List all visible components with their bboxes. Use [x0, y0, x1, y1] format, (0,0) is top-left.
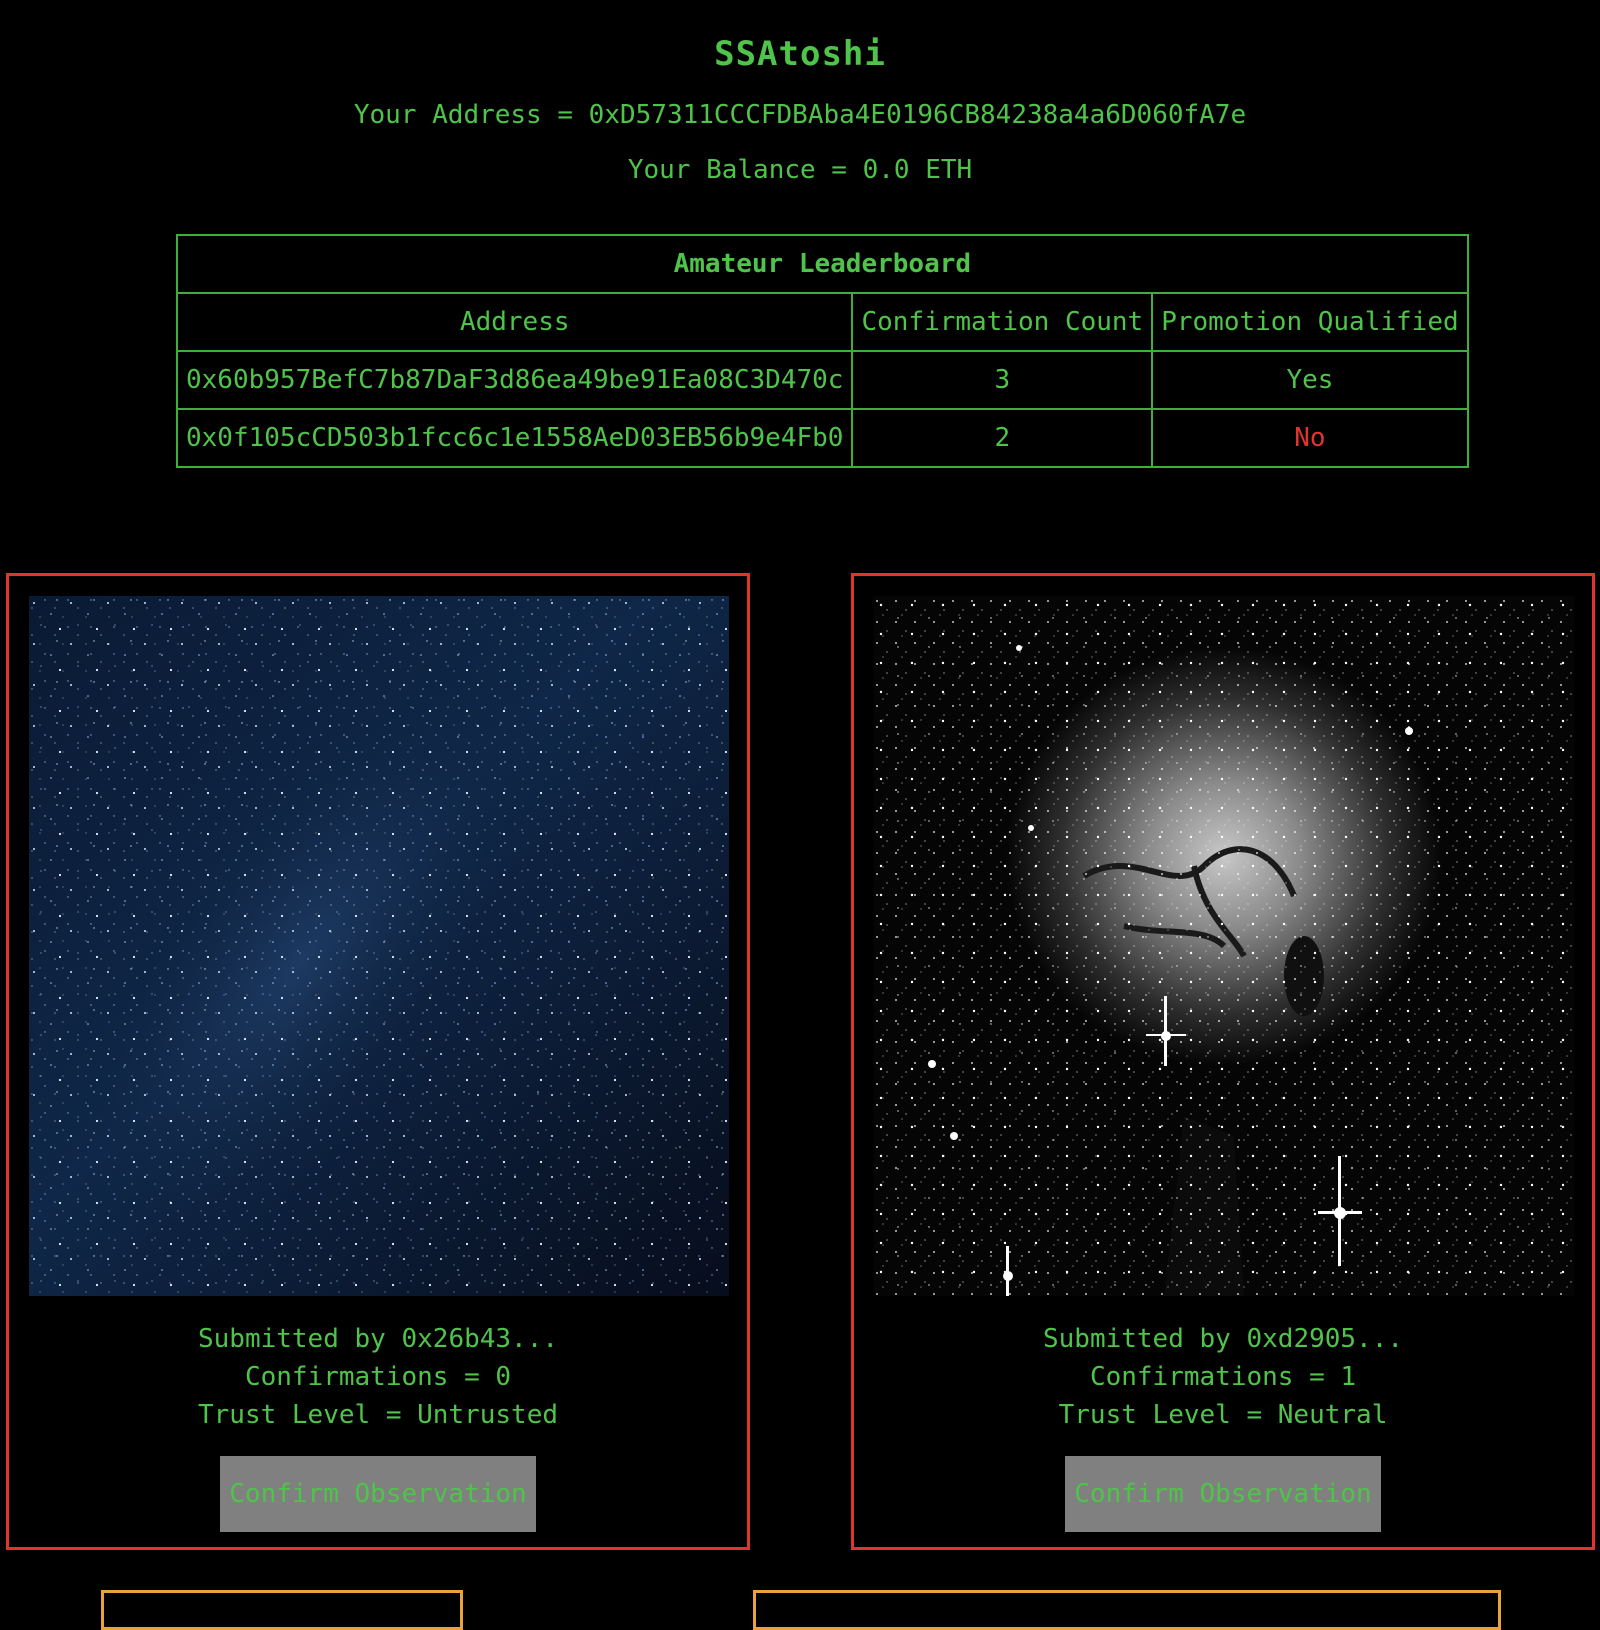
your-balance: Your Balance = 0.0 ETH	[627, 155, 973, 185]
submitted-by: Submitted by 0xd2905...	[1042, 1324, 1404, 1354]
table-row: 0x60b957BefC7b87DaF3d86ea49be91Ea08C3D47…	[175, 350, 1469, 410]
leaderboard-caption: Amateur Leaderboard	[176, 234, 1469, 294]
observation-card: Submitted by 0x26b43... Confirmations = …	[6, 573, 750, 1550]
row-confirmation-count: 3	[851, 350, 1154, 410]
nebula-grayscale-photo	[874, 596, 1574, 1296]
confirm-observation-button[interactable]: Confirm Observation	[220, 1456, 536, 1532]
trust-level: Trust Level = Untrusted	[197, 1400, 559, 1430]
confirmations-count: Confirmations = 1	[1089, 1362, 1357, 1392]
amateur-leaderboard: Amateur Leaderboard Address Confirmation…	[175, 234, 1469, 468]
your-address: Your Address = 0xD57311CCCFDBAba4E0196CB…	[353, 100, 1247, 130]
confirmations-count: Confirmations = 0	[244, 1362, 512, 1392]
row-confirmation-count: 2	[851, 408, 1154, 468]
column-header-confirmation-count: Confirmation Count	[851, 292, 1154, 352]
next-card-left	[101, 1590, 463, 1630]
row-address: 0x0f105cCD503b1fcc6c1e1558AeD03EB56b9e4F…	[175, 408, 854, 468]
observation-card: Submitted by 0xd2905... Confirmations = …	[851, 573, 1595, 1550]
row-promotion-qualified: Yes	[1151, 350, 1469, 410]
trust-level: Trust Level = Neutral	[1058, 1400, 1388, 1430]
leaderboard-caption-row: Amateur Leaderboard	[176, 234, 1469, 294]
row-address: 0x60b957BefC7b87DaF3d86ea49be91Ea08C3D47…	[175, 350, 854, 410]
column-header-promotion-qualified: Promotion Qualified	[1151, 292, 1469, 352]
app-title: SSAtoshi	[714, 34, 886, 74]
column-header-address: Address	[175, 292, 854, 352]
leaderboard-header-row: Address Confirmation Count Promotion Qua…	[175, 292, 1469, 352]
starry-night-sky-photo	[29, 596, 729, 1296]
submitted-by: Submitted by 0x26b43...	[197, 1324, 559, 1354]
next-card-right	[753, 1590, 1501, 1630]
confirm-observation-button[interactable]: Confirm Observation	[1065, 1456, 1381, 1532]
row-promotion-qualified: No	[1151, 408, 1469, 468]
table-row: 0x0f105cCD503b1fcc6c1e1558AeD03EB56b9e4F…	[175, 408, 1469, 468]
